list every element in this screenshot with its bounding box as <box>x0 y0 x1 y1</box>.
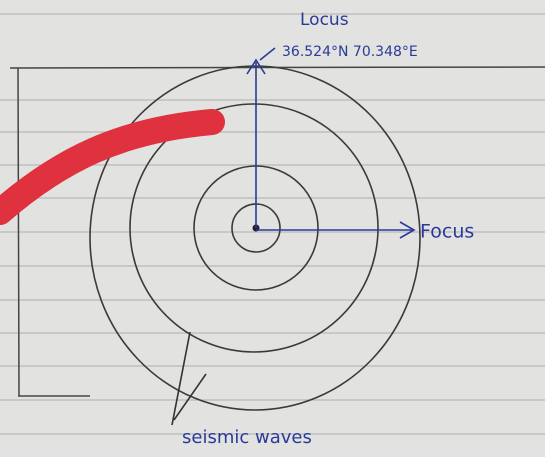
coordinates-label: 36.524°N 70.348°E <box>282 44 418 60</box>
seismic-waves-label: seismic waves <box>182 427 312 448</box>
locus-label: Locus <box>300 10 349 30</box>
focus-label: Focus <box>420 221 474 243</box>
diagram: Locus 36.524°N 70.348°E Focus seismic wa… <box>0 0 545 457</box>
page: Locus 36.524°N 70.348°E Focus seismic wa… <box>0 0 545 457</box>
